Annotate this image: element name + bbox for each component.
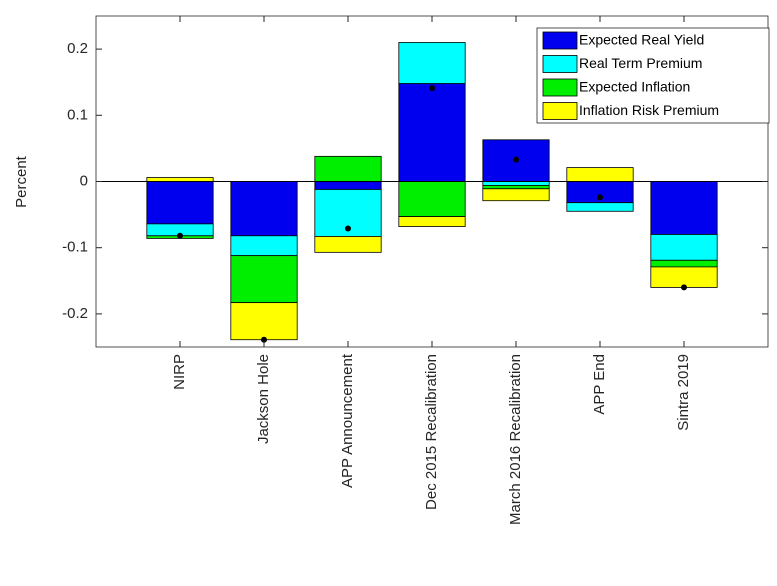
total-point: [261, 336, 267, 343]
x-tick-label: March 2016 Recalibration: [507, 354, 524, 525]
bar-segment: [314, 155, 382, 182]
bar-segment: [230, 302, 298, 341]
y-tick-label: 0.1: [67, 106, 88, 123]
bar-segment: [398, 181, 466, 217]
y-tick-label: -0.1: [62, 239, 88, 256]
total-point: [513, 156, 519, 163]
bar-segment: [398, 42, 466, 84]
legend-swatch: [542, 78, 578, 97]
x-tick-label: Sintra 2019: [675, 354, 692, 431]
legend: Expected Real Yield Real Term Premium Expe…: [536, 27, 770, 124]
bar-segment: [146, 181, 214, 225]
bar-segment: [230, 181, 298, 237]
total-point: [345, 225, 351, 232]
bar-segment: [566, 202, 634, 212]
bar-segment: [482, 188, 550, 202]
legend-label: Expected Real Yield: [579, 32, 704, 48]
bar-segment: [146, 177, 214, 182]
x-tick-label: APP Announcement: [339, 353, 356, 488]
bar-segment: [482, 185, 550, 190]
legend-label: Real Term Premium: [579, 55, 702, 71]
bar-segment: [230, 255, 298, 304]
x-tick-label: NIRP: [171, 354, 188, 390]
bar-segment: [650, 234, 718, 261]
bar-segment: [230, 235, 298, 257]
total-point: [597, 194, 603, 201]
legend-swatch: [542, 102, 578, 120]
bar-segment: [398, 216, 466, 227]
y-tick-label: 0: [80, 172, 88, 189]
legend-swatch: [542, 55, 578, 73]
legend-swatch: [542, 31, 578, 50]
legend-label: Inflation Risk Premium: [579, 102, 719, 118]
bar-segment: [650, 259, 718, 268]
x-tick-label: Jackson Hole: [255, 354, 272, 444]
x-tick-label: APP End: [591, 354, 608, 415]
y-tick-label: 0.2: [67, 40, 88, 57]
x-tick-label: Dec 2015 Recalibration: [423, 354, 440, 510]
bar-segment: [566, 167, 634, 182]
bar-segment: [314, 181, 382, 190]
bar-segment: [650, 181, 718, 235]
legend-label: Expected Inflation: [579, 79, 690, 95]
bar-segment: [650, 266, 718, 288]
total-point: [177, 232, 183, 239]
total-point: [429, 85, 435, 92]
y-axis-label: Percent: [13, 155, 30, 208]
bar-segment: [482, 181, 550, 186]
total-point: [681, 284, 687, 291]
bar-segment: [398, 83, 466, 182]
y-tick-label: -0.2: [62, 305, 88, 322]
bar-segment: [314, 236, 382, 253]
